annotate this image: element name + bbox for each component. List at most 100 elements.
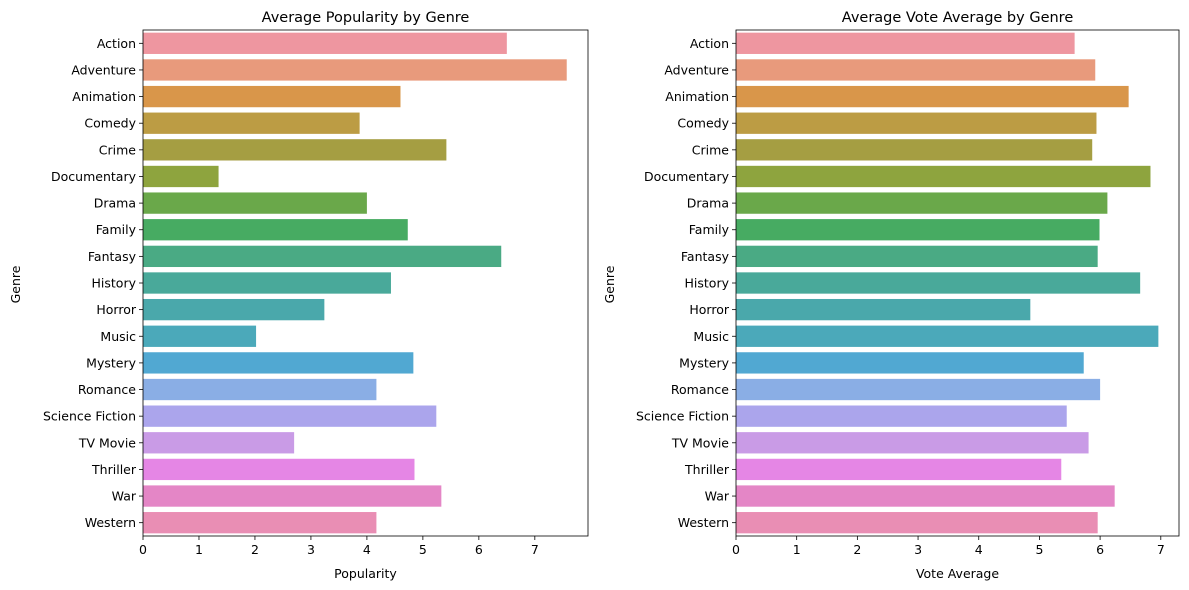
vote-average-bar: [736, 139, 1093, 161]
vote-average-bar: [736, 325, 1159, 347]
vote-average-bar: [736, 272, 1141, 294]
vote-average-y-tick-label: Thriller: [684, 462, 730, 477]
vote-average-axes-frame: [735, 29, 1180, 537]
popularity-bar: [143, 485, 442, 507]
popularity-bar: [143, 405, 437, 427]
popularity-bar: [143, 378, 377, 401]
vote-average-x-tick-label: 2: [853, 542, 861, 557]
popularity-x-ticks: 0 1 2 3 4 5 6 7: [139, 536, 539, 557]
popularity-bar: [143, 165, 219, 188]
vote-average-x-tick-label: 0: [732, 542, 740, 557]
vote-average-y-tick-label: Romance: [671, 382, 729, 397]
vote-average-bar: [736, 458, 1062, 481]
vote-average-bar: [736, 298, 1031, 321]
vote-average-y-tick-label: Comedy: [677, 116, 729, 131]
vote-average-y-tick-label: Fantasy: [681, 249, 730, 264]
vote-average-y-tick-label: Crime: [692, 142, 730, 157]
vote-average-bar: [736, 32, 1075, 54]
popularity-y-tick-label: Mystery: [86, 355, 136, 370]
vote-average-bar: [736, 352, 1084, 374]
popularity-x-tick-label: 5: [419, 542, 427, 557]
vote-average-y-tick-label: Drama: [687, 196, 729, 211]
popularity-y-tick-label: War: [112, 489, 137, 504]
vote-average-x-tick-label: 7: [1157, 542, 1165, 557]
popularity-y-tick-label: Adventure: [71, 62, 136, 77]
popularity-x-tick-label: 7: [531, 542, 539, 557]
vote-average-x-tick-label: 4: [975, 542, 983, 557]
vote-average-x-axis-label: Vote Average: [916, 566, 999, 581]
vote-average-y-tick-label: Horror: [689, 302, 729, 317]
vote-average-x-ticks: 0 1 2 3 4 5 6 7: [732, 536, 1165, 557]
vote-average-x-tick-label: 6: [1096, 542, 1104, 557]
popularity-bar: [143, 85, 401, 108]
popularity-x-axis-label: Popularity: [334, 566, 397, 581]
vote-average-y-tick-label: Family: [689, 222, 730, 237]
popularity-bars: [143, 32, 567, 534]
popularity-y-tick-label: TV Movie: [78, 435, 136, 450]
popularity-y-tick-label: Horror: [96, 302, 136, 317]
popularity-bar: [143, 112, 360, 134]
vote-average-y-tick-label: Action: [690, 36, 729, 51]
popularity-x-tick-label: 3: [307, 542, 315, 557]
popularity-y-tick-label: Western: [85, 515, 136, 530]
popularity-bar: [143, 59, 567, 81]
popularity-y-tick-label: Fantasy: [88, 249, 137, 264]
popularity-bar: [143, 32, 507, 54]
popularity-y-tick-label: Documentary: [51, 169, 137, 184]
popularity-bar: [143, 352, 414, 374]
vote-average-chart-title: Average Vote Average by Genre: [842, 10, 1074, 26]
popularity-bar: [143, 325, 257, 347]
vote-average-bar: [736, 405, 1067, 427]
popularity-panel: Average Popularity by Genre Popularity G…: [8, 10, 589, 581]
vote-average-bar: [736, 378, 1101, 401]
popularity-x-tick-label: 1: [195, 542, 203, 557]
vote-average-bar: [736, 485, 1115, 507]
popularity-bar: [143, 512, 377, 534]
popularity-chart-title: Average Popularity by Genre: [262, 10, 470, 26]
vote-average-panel: Average Vote Average by Genre Vote Avera…: [602, 10, 1180, 581]
vote-average-y-tick-label: War: [705, 489, 730, 504]
vote-average-bar: [736, 192, 1108, 214]
vote-average-y-tick-label: Documentary: [644, 169, 730, 184]
vote-average-y-tick-label: Mystery: [679, 355, 729, 370]
popularity-bar: [143, 432, 295, 454]
vote-average-bar: [736, 85, 1129, 108]
vote-average-y-tick-label: Science Fiction: [636, 409, 729, 424]
popularity-y-tick-label: Crime: [99, 142, 137, 157]
popularity-y-tick-label: Science Fiction: [43, 409, 136, 424]
vote-average-y-axis-label: Genre: [602, 265, 617, 303]
vote-average-y-tick-label: Adventure: [664, 62, 729, 77]
popularity-y-tick-label: Drama: [94, 196, 136, 211]
vote-average-bar: [736, 219, 1100, 241]
popularity-bar: [143, 139, 447, 161]
vote-average-bar: [736, 432, 1089, 454]
popularity-bar: [143, 192, 367, 214]
popularity-y-tick-label: Romance: [78, 382, 136, 397]
vote-average-y-tick-label: History: [685, 276, 730, 291]
popularity-y-tick-label: Music: [100, 329, 136, 344]
popularity-x-tick-label: 0: [139, 542, 147, 557]
vote-average-bar: [736, 112, 1097, 134]
vote-average-bar: [736, 512, 1098, 534]
popularity-bar: [143, 458, 415, 481]
popularity-x-tick-label: 2: [251, 542, 259, 557]
vote-average-bar: [736, 59, 1096, 81]
popularity-bar: [143, 245, 502, 268]
vote-average-bar: [736, 245, 1098, 268]
vote-average-x-tick-label: 3: [914, 542, 922, 557]
popularity-axes-frame: [142, 29, 589, 537]
popularity-y-axis-label: Genre: [8, 265, 23, 303]
popularity-y-tick-label: Animation: [72, 89, 136, 104]
vote-average-x-tick-label: 5: [1035, 542, 1043, 557]
popularity-x-tick-label: 4: [363, 542, 371, 557]
popularity-bar: [143, 272, 391, 294]
vote-average-y-tick-label: Animation: [665, 89, 729, 104]
popularity-y-tick-label: Family: [96, 222, 137, 237]
vote-average-bar: [736, 165, 1151, 188]
vote-average-y-tick-label: TV Movie: [671, 435, 729, 450]
vote-average-y-tick-label: Western: [678, 515, 729, 530]
popularity-y-tick-label: Thriller: [91, 462, 137, 477]
popularity-y-ticks: Action Adventure Animation Comedy Crime Docum…: [43, 36, 143, 530]
popularity-bar: [143, 219, 408, 241]
